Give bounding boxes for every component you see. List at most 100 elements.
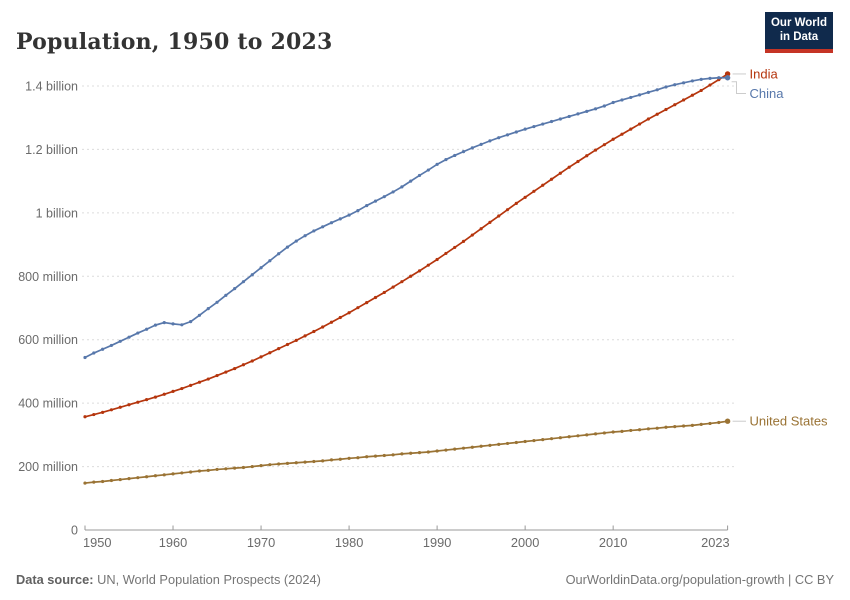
data-point — [611, 430, 615, 434]
data-point — [268, 351, 272, 355]
data-point — [620, 429, 624, 433]
x-axis-tick-label: 2000 — [511, 535, 539, 550]
data-point — [145, 327, 149, 331]
series-china[interactable]: China — [83, 75, 785, 360]
owid-logo-line1: Our World — [770, 17, 827, 29]
series-end-label[interactable]: China — [750, 86, 785, 101]
data-point — [373, 454, 378, 458]
data-point — [136, 331, 140, 335]
data-point — [444, 251, 448, 256]
data-point — [541, 438, 545, 442]
data-point — [321, 459, 325, 463]
data-point — [197, 469, 202, 473]
data-point — [109, 408, 114, 412]
data-point — [162, 320, 166, 325]
data-point — [224, 467, 228, 471]
y-axis-tick-label: 200 million — [18, 460, 78, 474]
data-point — [338, 457, 342, 461]
owid-logo[interactable]: Our World in Data — [764, 12, 833, 53]
y-axis-tick-label: 400 million — [18, 397, 78, 411]
data-point — [690, 423, 694, 427]
data-point — [277, 346, 281, 351]
data-point — [259, 464, 263, 468]
series-united-states[interactable]: United States — [83, 414, 828, 485]
x-axis-tick-label: 2010 — [599, 535, 627, 550]
data-source-text: UN, World Population Prospects (2024) — [97, 572, 321, 587]
series-end-point — [724, 418, 731, 424]
data-point — [505, 133, 510, 137]
data-point — [514, 440, 518, 445]
data-point — [382, 290, 386, 295]
data-point — [197, 313, 202, 317]
data-point — [145, 398, 149, 402]
data-point — [101, 347, 105, 351]
data-point — [611, 137, 615, 141]
series-line[interactable] — [84, 73, 729, 418]
data-source-label: Data source: — [16, 572, 94, 587]
data-point — [109, 478, 114, 483]
data-point — [488, 220, 492, 224]
owid-citation-link[interactable]: OurWorldinData.org/population-growth | C… — [565, 572, 834, 587]
data-point — [162, 473, 166, 477]
data-point — [189, 320, 193, 324]
y-axis-tick-label: 0 — [71, 524, 78, 538]
data-point — [453, 153, 457, 158]
data-point — [259, 355, 263, 359]
data-point — [593, 148, 598, 152]
data-point — [347, 213, 351, 217]
data-point — [532, 124, 536, 129]
data-point — [497, 442, 501, 446]
chart-footer: Data source: UN, World Population Prospe… — [16, 572, 834, 587]
data-point — [497, 136, 501, 140]
data-point — [171, 322, 175, 326]
data-point — [505, 208, 510, 212]
data-point — [233, 287, 237, 291]
data-point — [681, 424, 686, 428]
series-line[interactable] — [84, 76, 728, 359]
data-point — [180, 386, 184, 391]
data-point — [453, 245, 457, 250]
data-point — [497, 214, 501, 218]
data-point — [118, 339, 122, 343]
data-point — [664, 85, 668, 89]
data-point — [435, 449, 439, 453]
data-point — [303, 460, 307, 464]
data-point — [250, 464, 254, 469]
data-point — [681, 98, 686, 102]
data-point — [197, 380, 202, 384]
data-point — [444, 157, 448, 162]
data-point — [136, 400, 140, 404]
data-point — [171, 472, 175, 476]
data-point — [567, 435, 571, 439]
label-connector — [731, 81, 746, 94]
data-point — [382, 195, 386, 199]
data-point — [409, 179, 413, 183]
data-point — [673, 83, 677, 87]
data-point — [347, 456, 351, 460]
x-axis-tick-label: 1950 — [83, 535, 111, 550]
data-point — [593, 432, 598, 436]
y-axis-tick-label: 1.4 billion — [25, 80, 78, 94]
series-india[interactable]: India — [83, 66, 779, 419]
data-point — [127, 403, 131, 407]
data-point — [382, 453, 386, 458]
data-point — [585, 433, 589, 437]
data-point — [699, 422, 703, 426]
data-point — [241, 465, 246, 470]
series-end-label[interactable]: India — [750, 66, 779, 81]
data-point — [329, 221, 334, 225]
series-end-label[interactable]: United States — [750, 414, 829, 429]
data-point — [567, 165, 571, 169]
data-point — [629, 127, 633, 131]
data-source: Data source: UN, World Population Prospe… — [16, 572, 321, 587]
x-axis-tick-label: 1980 — [335, 535, 363, 550]
x-axis-tick-label: 1960 — [159, 535, 187, 550]
data-point — [655, 88, 659, 92]
data-point — [92, 412, 96, 417]
data-point — [153, 474, 158, 478]
x-axis-tick-label: 1990 — [423, 535, 451, 550]
y-gridlines: 0 200 million 400 million 600 million 800 mi… — [18, 80, 737, 538]
data-point — [708, 421, 712, 426]
data-point — [189, 383, 193, 387]
data-point — [109, 343, 114, 348]
